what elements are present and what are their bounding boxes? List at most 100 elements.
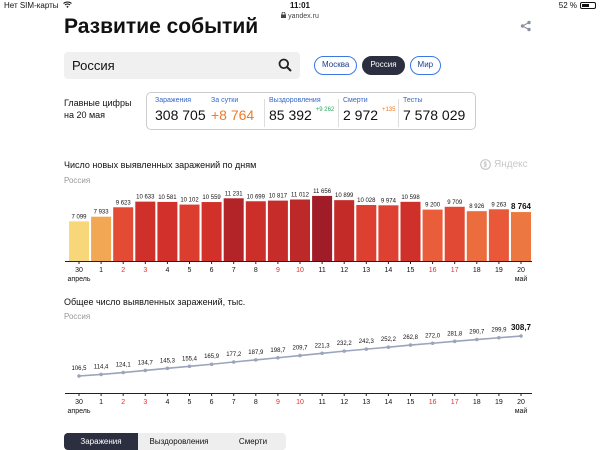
main-figures-panel: Заражения 308 705 За сутки +8 764 Выздор… bbox=[146, 92, 476, 130]
bar bbox=[179, 204, 200, 261]
x-tick-label: 11 bbox=[318, 267, 325, 274]
x-tick-label: 7 bbox=[232, 399, 236, 406]
point-value-label: 221,3 bbox=[315, 343, 331, 349]
line-chart-subtitle: Россия bbox=[64, 312, 91, 321]
x-tick-label: 14 bbox=[385, 399, 393, 406]
stat-delta: +9 262 bbox=[315, 107, 335, 113]
point-value-label: 272,0 bbox=[425, 333, 441, 339]
x-tick-label: 2 bbox=[121, 267, 125, 274]
bar bbox=[466, 211, 487, 261]
point-value-label: 145,3 bbox=[160, 358, 176, 364]
bar bbox=[422, 209, 443, 261]
x-tick-label: 30 bbox=[75, 399, 83, 406]
address-bar[interactable]: yandex.ru bbox=[0, 11, 600, 20]
bar bbox=[267, 200, 288, 261]
data-point bbox=[77, 374, 81, 378]
stat-recoveries: Выздоровления 85 392 +9 262 bbox=[264, 97, 335, 127]
battery-icon bbox=[580, 2, 596, 9]
tab-infections[interactable]: Заражения bbox=[64, 433, 138, 450]
x-tick-label: 3 bbox=[143, 399, 147, 406]
x-tick-label: 5 bbox=[188, 267, 192, 274]
x-tick-label: 19 bbox=[495, 399, 503, 406]
bar-value-label: 11 656 bbox=[313, 189, 332, 195]
data-point bbox=[342, 349, 347, 353]
search-input[interactable] bbox=[64, 52, 264, 79]
bar bbox=[69, 221, 89, 261]
data-point bbox=[320, 351, 324, 356]
daily-cases-bar-chart: 7 099 30 7 933 1 9 623 2 10 633 3 10 581 4 10 102 5… bbox=[65, 189, 532, 283]
data-point bbox=[165, 366, 170, 371]
bar bbox=[356, 205, 377, 261]
x-tick-label: 11 bbox=[318, 399, 325, 406]
bar bbox=[113, 207, 134, 261]
carrier-label: Нет SIM-карты bbox=[4, 1, 72, 10]
x-tick-label: 4 bbox=[165, 399, 169, 406]
data-point bbox=[298, 353, 302, 358]
x-tick-label: 18 bbox=[473, 399, 481, 406]
page-title: Развитие событий bbox=[64, 15, 259, 38]
bar-value-label: 9 709 bbox=[447, 200, 463, 206]
data-point bbox=[519, 334, 523, 338]
bar bbox=[334, 200, 355, 261]
stat-deaths: Смерти 2 972 +135 bbox=[338, 97, 395, 127]
x-tick-label: 8 bbox=[254, 399, 258, 406]
stat-value: 85 392 bbox=[269, 107, 312, 123]
bar bbox=[135, 201, 156, 261]
bar bbox=[223, 198, 244, 261]
bar-value-label: 8 926 bbox=[469, 204, 485, 210]
chip-moscow[interactable]: Москва bbox=[314, 56, 358, 75]
tab-deaths[interactable]: Смерти bbox=[238, 437, 268, 446]
line-chart-title: Общее число выявленных заражений, тыс. bbox=[64, 297, 246, 307]
tab-recoveries[interactable]: Выздоровления bbox=[149, 437, 209, 446]
bar-value-label: 10 581 bbox=[158, 195, 177, 201]
x-tick-label: 7 bbox=[232, 267, 236, 274]
x-tick-label: 12 bbox=[340, 267, 348, 274]
data-point bbox=[276, 355, 280, 360]
search-icon[interactable] bbox=[278, 58, 292, 72]
main-figures-label: Главные цифры на 20 мая bbox=[64, 98, 132, 120]
yandex-logo-icon bbox=[480, 159, 491, 170]
point-value-label: 308,7 bbox=[511, 323, 532, 332]
point-value-label: 281,8 bbox=[447, 331, 463, 337]
chip-world[interactable]: Мир bbox=[409, 56, 442, 75]
bar-value-label: 7 933 bbox=[94, 210, 110, 216]
stat-value: 7 578 029 bbox=[403, 107, 466, 123]
bar-value-label: 10 598 bbox=[401, 195, 420, 201]
x-month-label: апрель bbox=[68, 276, 91, 283]
point-value-label: 124,1 bbox=[116, 363, 132, 369]
bar-value-label: 10 817 bbox=[269, 194, 288, 200]
bar bbox=[312, 195, 333, 261]
bar-value-label: 7 099 bbox=[71, 214, 87, 220]
x-tick-label: 4 bbox=[165, 267, 169, 274]
x-tick-label: 9 bbox=[276, 399, 280, 406]
data-point bbox=[475, 337, 479, 342]
bar-value-label: 11 231 bbox=[225, 191, 244, 197]
bar bbox=[201, 202, 222, 261]
x-tick-label: 15 bbox=[407, 399, 415, 406]
bar bbox=[157, 201, 178, 261]
x-tick-label: 18 bbox=[473, 267, 481, 274]
x-tick-label: 1 bbox=[99, 399, 103, 406]
share-icon[interactable] bbox=[520, 20, 532, 32]
x-tick-label: 17 bbox=[451, 399, 459, 406]
bar-value-label: 9 974 bbox=[381, 198, 397, 204]
stat-daily: За сутки +8 764 bbox=[211, 97, 255, 123]
lock-icon bbox=[281, 11, 287, 18]
bar bbox=[400, 201, 421, 261]
point-value-label: 134,7 bbox=[138, 360, 154, 366]
data-point bbox=[99, 372, 103, 377]
chip-russia[interactable]: Россия bbox=[362, 56, 405, 75]
bar-chart-title: Число новых выявленных заражений по дням bbox=[64, 160, 257, 170]
x-tick-label: 30 bbox=[75, 267, 83, 274]
point-value-label: 187,9 bbox=[248, 350, 264, 356]
stat-infections: Заражения 308 705 bbox=[155, 97, 206, 123]
point-value-label: 165,9 bbox=[204, 354, 220, 360]
bar-value-label: 8 764 bbox=[511, 202, 532, 211]
bar bbox=[444, 206, 465, 261]
bar-value-label: 9 623 bbox=[116, 200, 132, 206]
data-point bbox=[254, 358, 258, 362]
data-point bbox=[430, 341, 435, 346]
x-tick-label: 3 bbox=[143, 267, 147, 274]
data-point bbox=[121, 370, 125, 375]
point-value-label: 262,8 bbox=[403, 335, 419, 341]
